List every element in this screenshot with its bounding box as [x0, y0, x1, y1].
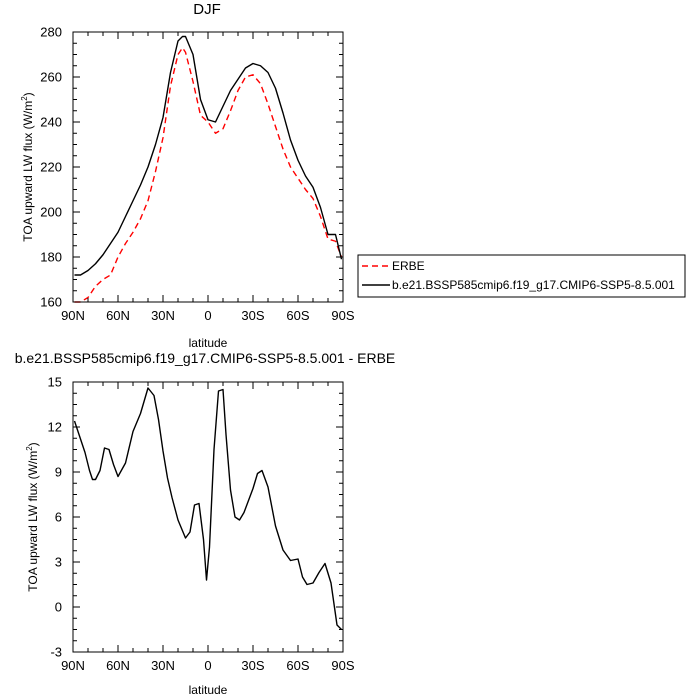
bottom-x-tick-label: 60N	[106, 658, 130, 673]
bottom-x-tick-label: 0	[204, 658, 211, 673]
bottom-y-tick-label: 6	[55, 510, 62, 525]
bottom-x-tick-label: 30N	[151, 658, 175, 673]
panel-top: DJF 90N 60N 30N 0 30S 60S 90S 160 180 200 220 240 26…	[20, 1, 355, 350]
top-y-tick-label: 280	[40, 25, 62, 40]
legend: ERBE b.e21.BSSP585cmip6.f19_g17.CMIP6-SS…	[357, 254, 686, 298]
top-series-line-1	[74, 35, 343, 276]
top-x-tick-label: 60S	[286, 308, 309, 323]
top-x-tick-label: 30N	[151, 308, 175, 323]
bottom-y-tick-label: -3	[50, 645, 62, 660]
top-title: DJF	[193, 1, 221, 18]
top-y-axis-label-sup: 2	[20, 96, 29, 101]
top-lines	[74, 35, 343, 303]
legend-model-label: b.e21.BSSP585cmip6.f19_g17.CMIP6-SSP5-8.…	[392, 278, 675, 292]
top-ticks: 90N 60N 30N 0 30S 60S 90S 160 180 200 220 240 260 280	[40, 25, 355, 324]
bottom-y-tick-label: 3	[55, 555, 62, 570]
bottom-x-tick-label: 90N	[61, 658, 85, 673]
top-x-tick-label: 30S	[241, 308, 264, 323]
top-y-tick-label: 260	[40, 70, 62, 85]
top-y-tick-label: 160	[40, 295, 62, 310]
top-y-axis-label-main: TOA upward LW flux (W/m	[21, 101, 35, 242]
bottom-y-axis-label-main: TOA upward LW flux (W/m	[26, 451, 40, 592]
bottom-y-axis-label-tail: )	[26, 442, 40, 446]
bottom-ticks: 90N 60N 30N 0 30S 60S 90S -3 0 3 6 9 12 15	[48, 375, 355, 674]
top-x-tick-label: 60N	[106, 308, 130, 323]
top-plot-frame	[72, 31, 344, 303]
bottom-y-axis-label: TOA upward LW flux (W/m2)	[25, 442, 40, 591]
top-x-tick-label: 90S	[331, 308, 354, 323]
top-y-tick-label: 180	[40, 250, 62, 265]
top-x-tick-label: 90N	[61, 308, 85, 323]
bottom-lines	[73, 387, 342, 630]
bottom-y-axis-label-sup: 2	[25, 446, 34, 451]
bottom-y-tick-label: 9	[55, 465, 62, 480]
bottom-series-line-0	[73, 387, 342, 630]
top-x-axis-label: latitude	[189, 336, 228, 350]
top-x-tick-label: 0	[204, 308, 211, 323]
legend-erbe-label: ERBE	[392, 259, 425, 273]
panel-bottom: b.e21.BSSP585cmip6.f19_g17.CMIP6-SSP5-8.…	[15, 350, 396, 697]
bottom-x-tick-label: 60S	[286, 658, 309, 673]
top-y-axis-label-tail: )	[21, 92, 35, 96]
bottom-plot-frame	[72, 381, 344, 653]
bottom-x-axis-label: latitude	[189, 683, 228, 697]
top-y-tick-label: 240	[40, 115, 62, 130]
legend-box	[357, 254, 686, 298]
top-y-axis-label: TOA upward LW flux (W/m2)	[20, 92, 35, 241]
bottom-title: b.e21.BSSP585cmip6.f19_g17.CMIP6-SSP5-8.…	[15, 350, 396, 366]
top-y-tick-label: 220	[40, 160, 62, 175]
bottom-y-tick-label: 15	[48, 375, 62, 390]
top-y-tick-label: 200	[40, 205, 62, 220]
bottom-x-tick-label: 90S	[331, 658, 354, 673]
top-series-line-0	[74, 47, 343, 303]
bottom-y-tick-label: 0	[55, 600, 62, 615]
bottom-x-tick-label: 30S	[241, 658, 264, 673]
bottom-y-tick-label: 12	[48, 420, 62, 435]
